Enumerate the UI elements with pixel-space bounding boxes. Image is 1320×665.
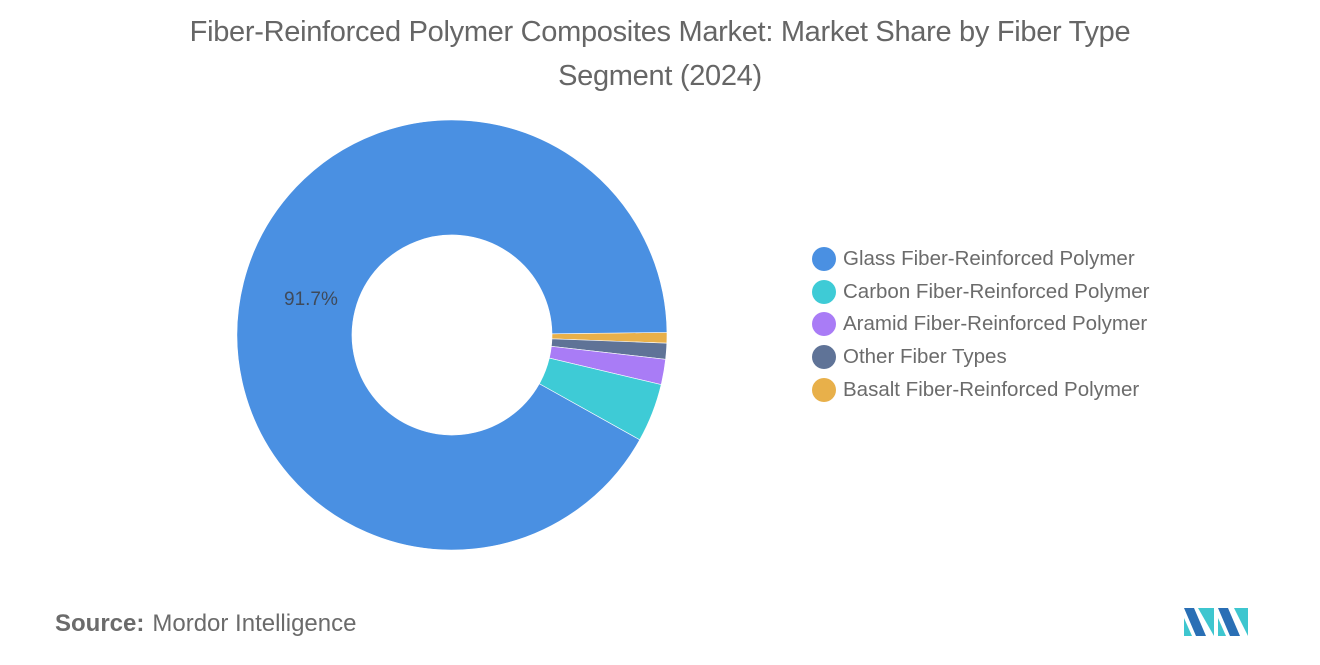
glass-slice-label: 91.7% xyxy=(284,289,338,310)
legend-swatch-icon xyxy=(812,247,836,272)
mordor-intelligence-logo-icon xyxy=(1184,608,1248,636)
donut-slice-glass-fiber-reinforced-polymer[interactable] xyxy=(236,119,668,551)
legend-label: Carbon Fiber-Reinforced Polymer xyxy=(843,279,1150,303)
source-note: Source: Mordor Intelligence xyxy=(55,610,356,638)
legend-item-basalt[interactable]: Basalt Fiber-Reinforced Polymer xyxy=(812,373,1149,406)
legend-item-other[interactable]: Other Fiber Types xyxy=(812,341,1149,374)
donut-slices xyxy=(236,119,668,551)
chart-title: Fiber-Reinforced Polymer Composites Mark… xyxy=(0,10,1320,98)
legend-item-carbon[interactable]: Carbon Fiber-Reinforced Polymer xyxy=(812,276,1149,309)
legend-label: Other Fiber Types xyxy=(843,345,1007,369)
chart-title-line-2: Segment (2024) xyxy=(558,60,762,92)
legend-swatch-icon xyxy=(812,312,836,337)
source-value: Mordor Intelligence xyxy=(152,610,357,637)
legend-label: Aramid Fiber-Reinforced Polymer xyxy=(843,312,1148,336)
legend-label: Basalt Fiber-Reinforced Polymer xyxy=(843,377,1140,401)
legend-swatch-icon xyxy=(812,377,836,402)
legend-item-glass[interactable]: Glass Fiber-Reinforced Polymer xyxy=(812,243,1149,276)
source-label: Source: xyxy=(55,610,145,637)
legend-swatch-icon xyxy=(812,345,836,370)
legend-swatch-icon xyxy=(812,279,836,304)
legend-item-aramid[interactable]: Aramid Fiber-Reinforced Polymer xyxy=(812,308,1149,341)
legend-label: Glass Fiber-Reinforced Polymer xyxy=(843,247,1135,271)
chart-title-line-1: Fiber-Reinforced Polymer Composites Mark… xyxy=(189,16,1131,48)
legend: Glass Fiber-Reinforced Polymer Carbon Fi… xyxy=(812,243,1149,406)
